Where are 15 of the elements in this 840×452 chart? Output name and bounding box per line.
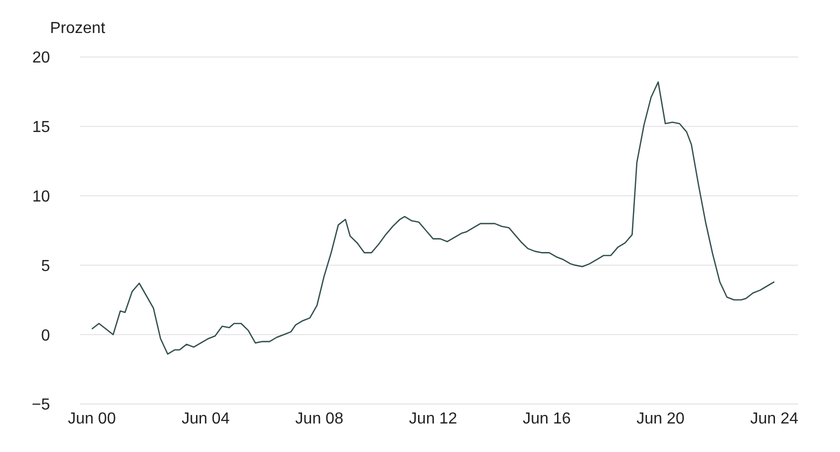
y-axis-title: Prozent bbox=[50, 20, 106, 38]
y-tick-label: 0 bbox=[41, 327, 50, 344]
x-tick-label: Jun 20 bbox=[636, 410, 685, 428]
y-tick-label: 5 bbox=[41, 258, 50, 275]
x-tick-label: Jun 16 bbox=[522, 410, 571, 428]
y-tick-label: 20 bbox=[32, 50, 50, 67]
x-tick-label: Jun 12 bbox=[409, 410, 458, 428]
y-tick-label: 15 bbox=[32, 119, 50, 136]
x-tick-label: Jun 00 bbox=[68, 410, 116, 428]
x-tick-label: Jun 08 bbox=[295, 410, 344, 428]
line-series bbox=[91, 81, 775, 355]
x-tick-label: Jun 24 bbox=[750, 410, 798, 428]
x-tick-label: Jun 04 bbox=[182, 410, 230, 428]
y-tick-label: 10 bbox=[32, 188, 50, 206]
y-tick-label: −5 bbox=[32, 396, 50, 414]
